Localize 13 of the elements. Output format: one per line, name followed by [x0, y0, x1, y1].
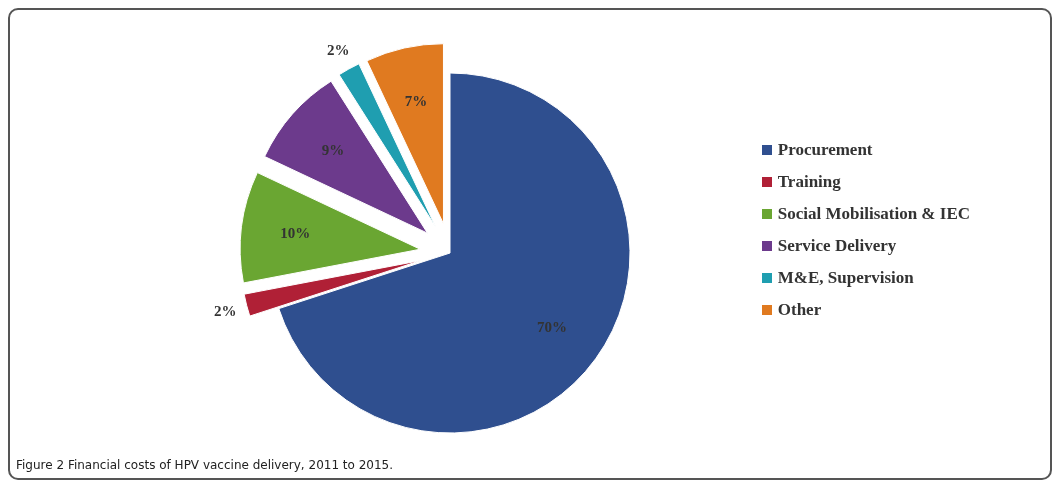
- legend-label: Other: [777, 299, 822, 321]
- legend-label: Social Mobilisation & IEC: [777, 203, 970, 225]
- data-label: 2%: [214, 302, 237, 319]
- caption: Figure 2 Financial costs of HPV vaccine delivery, 2011 to 2015.: [16, 458, 394, 472]
- legend-label: Service Delivery: [777, 235, 897, 257]
- legend-label: Training: [777, 171, 841, 193]
- legend-label: M&E, Supervision: [777, 267, 914, 289]
- data-label: 2%: [326, 41, 350, 58]
- data-label: 70%: [536, 319, 567, 336]
- legend-label: Procurement: [777, 139, 873, 161]
- data-label: 10%: [280, 225, 311, 242]
- data-label: 9%: [321, 141, 345, 158]
- data-label: 7%: [404, 92, 428, 109]
